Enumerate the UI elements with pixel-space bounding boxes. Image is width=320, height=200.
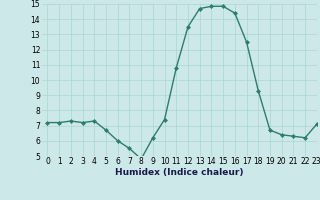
X-axis label: Humidex (Indice chaleur): Humidex (Indice chaleur) (115, 168, 244, 177)
